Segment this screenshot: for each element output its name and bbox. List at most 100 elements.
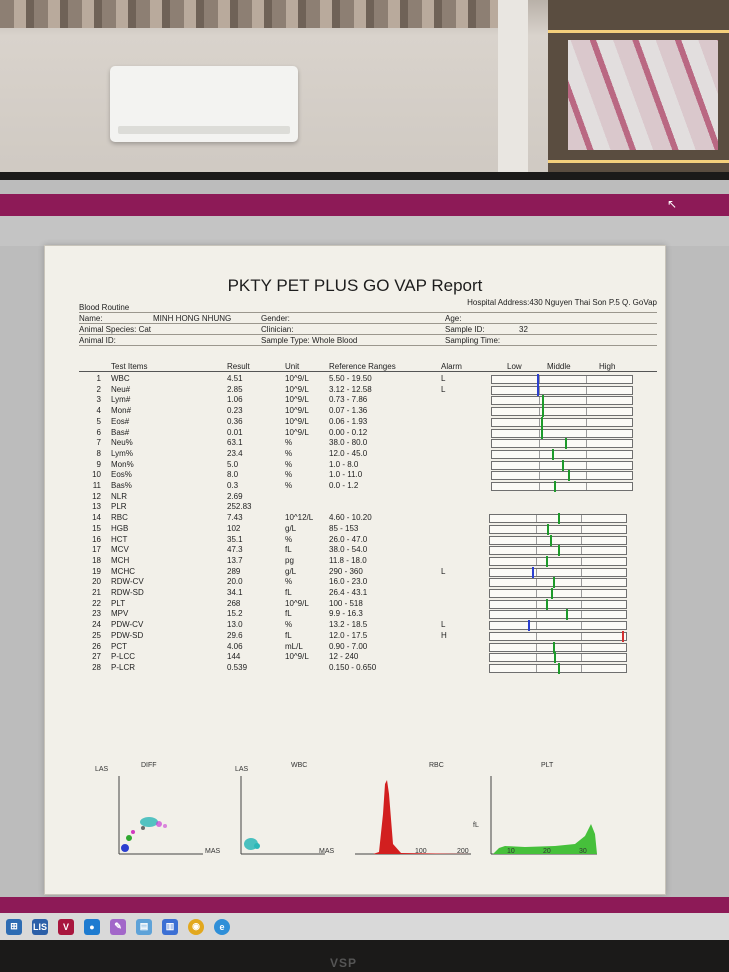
reference-range: 0.06 - 1.93 [329,416,368,426]
unit-value: % [285,438,293,448]
row-number: 28 [92,662,101,672]
age-label: Age: [445,314,462,323]
plt-title: PLT [541,762,554,769]
row-number: 16 [92,534,101,544]
test-item-name: Lym% [111,448,133,458]
table-row: 23 MPV 15.2 fL 9.9 - 16.3 [79,609,529,620]
range-marker [542,406,545,418]
unit-value: fL [285,609,292,619]
animal-species: Animal Species: Cat [79,325,152,334]
table-row: 10 Eos% 8.0% 1.0 - 11.0 [79,470,529,481]
alarm-flag: L [441,384,446,394]
range-marker [564,438,567,450]
unit-value: 10^9/L [285,416,309,426]
table-row: 22 PLT 268 10^9/L 100 - 518 [79,599,529,610]
header-unit: Unit [285,362,300,371]
reference-range: 5.50 - 19.50 [329,374,372,383]
reference-range: 85 - 153 [329,523,359,533]
clinician-label: Clinician: [261,325,294,334]
wbc-title: WBC [291,762,308,769]
patient-info: Blood Routine Name: MINH HONG NHUNG Gend… [79,302,657,346]
result-value: 268 [227,598,241,608]
test-item-name: Mon# [111,406,132,416]
table-row: 2 Neu# 2.85 10^9/L 3.12 - 12.58 L [79,385,529,396]
chrome-icon[interactable]: ◉ [188,918,204,935]
range-marker [552,577,555,589]
row-number: 14 [92,513,101,523]
reference-range: 1.0 - 8.0 [329,459,359,469]
reference-range: 4.60 - 10.20 [329,513,372,523]
alarm-flag: L [441,566,446,576]
wbc-mas-label: MAS [319,848,335,855]
test-item-name: Neu# [111,384,131,394]
result-value: 7.43 [227,513,243,523]
wbc-scatter-plot [240,776,325,855]
windows-icon[interactable]: ⊞ [6,918,22,935]
test-item-name: RBC [111,513,128,523]
range-marker [542,395,545,407]
plt-tick-20: 20 [543,848,551,855]
shelf [548,0,729,180]
test-item-name: Neu% [111,438,133,448]
browser-icon[interactable]: e [214,918,230,935]
unit-value: 10^12/L [285,513,314,523]
header-alarm: Alarm [441,362,462,371]
test-item-name: Lym# [111,395,131,405]
range-bar [491,448,633,460]
app-title-bar: ↖ [0,194,729,216]
range-bar [489,534,627,546]
row-number: 17 [92,545,101,555]
range-bar [489,577,627,589]
unit-value: 10^9/L [285,374,309,383]
range-marker [549,534,552,546]
range-marker [528,620,531,632]
alarm-flag: L [441,374,446,383]
gender-label: Gender: [261,314,290,323]
chat-icon[interactable]: ● [84,918,100,935]
range-marker [541,427,543,439]
result-value: 0.01 [227,427,243,437]
range-marker [536,384,539,396]
unit-value: g/L [285,523,297,533]
unit-value: 10^9/L [285,427,309,437]
book-icon[interactable]: ▤ [136,918,152,935]
range-bar [489,609,627,621]
range-bar [489,641,627,653]
test-item-name: PDW-SD [111,630,144,640]
unit-value: 10^9/L [285,406,309,416]
table-row: 18 MCH 13.7 pg 11.8 - 18.0 [79,556,529,567]
wbc-las-label: LAS [235,766,249,773]
result-value: 1.06 [227,395,243,405]
table-row: 27 P-LCC 144 10^9/L 12 - 240 [79,652,529,663]
row-number: 5 [96,416,101,426]
reference-range: 3.12 - 12.58 [329,384,372,394]
unit-value: % [285,620,293,630]
test-item-name: P-LCC [111,652,136,662]
table-row: 24 PDW-CV 13.0% 13.2 - 18.5 L [79,620,529,631]
table-row: 4 Mon# 0.23 10^9/L 0.07 - 1.36 [79,406,529,417]
brush-icon[interactable]: ✎ [110,918,126,935]
range-marker [536,374,539,385]
range-bar [489,566,627,578]
range-bar [491,395,633,407]
range-marker [567,470,570,482]
monitor-brand: VSP [330,956,358,970]
section-title: Blood Routine [79,303,130,312]
v-icon[interactable]: V [58,918,74,935]
lis-icon[interactable]: LIS [32,918,48,935]
unit-value: 10^9/L [285,598,309,608]
table-header: Test Items Result Unit Reference Ranges … [79,362,657,372]
reference-range: 0.73 - 7.86 [329,395,368,405]
taskbar: ⊞ LIS V ● ✎ ▤ ▥ ◉ e [0,913,729,940]
sample-id-label: Sample ID: [445,325,485,334]
rbc-title: RBC [429,762,444,769]
test-item-name: HGB [111,523,129,533]
range-marker [545,598,548,610]
range-marker [551,588,554,599]
animal-id-label: Animal ID: [79,336,116,345]
chart-icon[interactable]: ▥ [162,918,178,935]
diff-las-label: LAS [95,766,109,773]
table-row: 1 WBC 4.51 10^9/L 5.50 - 19.50 L [79,374,529,385]
range-bar [489,662,627,674]
result-value: 0.3 [227,481,239,490]
